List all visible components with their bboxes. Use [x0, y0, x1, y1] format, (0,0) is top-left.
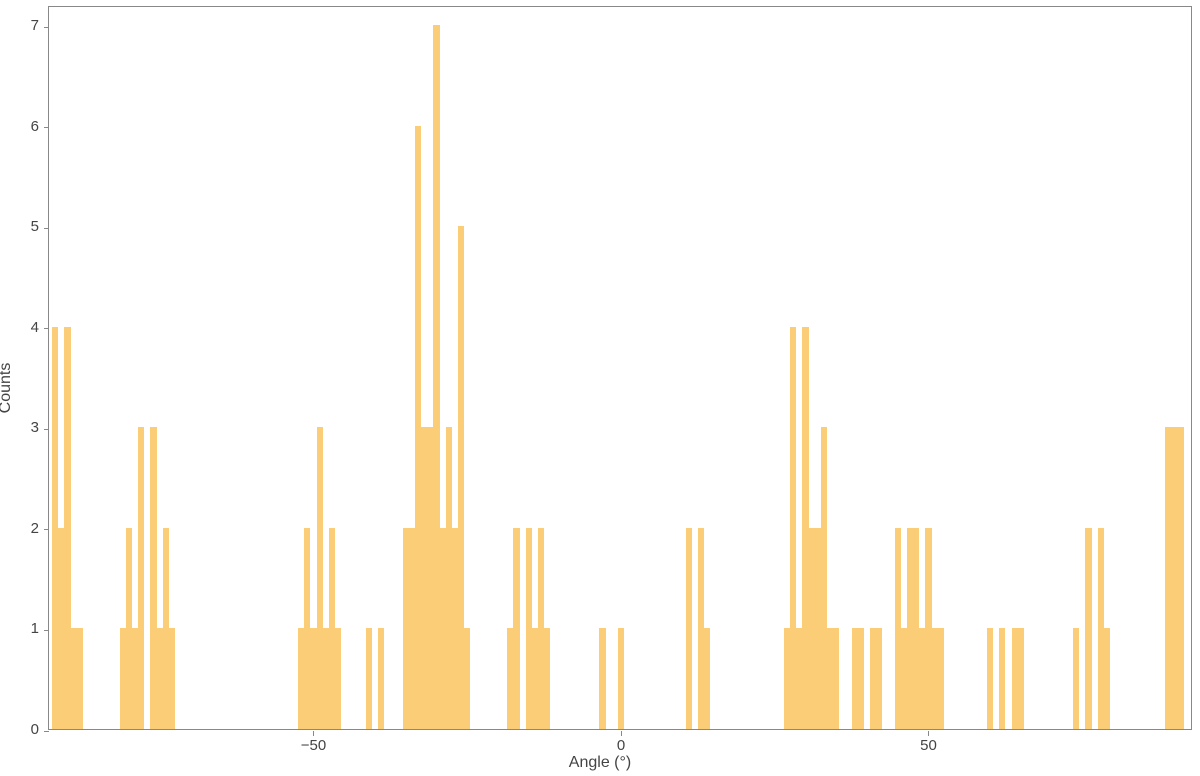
histogram-bar	[686, 528, 692, 729]
histogram-chart: Counts Angle (°) 01234567−50050	[0, 0, 1200, 776]
histogram-bar	[833, 628, 839, 729]
x-tick-label: 50	[920, 737, 937, 754]
histogram-bar	[876, 628, 882, 729]
y-axis-label: Counts	[0, 363, 15, 414]
histogram-bar	[464, 628, 470, 729]
x-tick-label: 0	[617, 737, 625, 754]
y-tick-label: 2	[31, 520, 39, 537]
histogram-bar	[378, 628, 384, 729]
histogram-bar	[77, 628, 83, 729]
y-tick-label: 1	[31, 620, 39, 637]
y-tick-label: 5	[31, 218, 39, 235]
y-tick-label: 7	[31, 17, 39, 34]
histogram-bar	[599, 628, 605, 729]
histogram-bar	[1073, 628, 1079, 729]
x-tick-label: −50	[301, 737, 326, 754]
y-tick-label: 0	[31, 721, 39, 738]
y-tick-label: 3	[31, 419, 39, 436]
y-tick	[44, 429, 49, 430]
histogram-bar	[366, 628, 372, 729]
histogram-bar	[169, 628, 175, 729]
histogram-bar	[618, 628, 624, 729]
y-tick-label: 6	[31, 118, 39, 135]
x-axis-label: Angle (°)	[569, 754, 631, 772]
histogram-bar	[1178, 427, 1184, 729]
histogram-bar	[335, 628, 341, 729]
plot-frame: 01234567−50050	[48, 6, 1192, 730]
x-tick	[928, 731, 929, 736]
histogram-bar	[1085, 528, 1091, 729]
y-tick	[44, 228, 49, 229]
y-tick	[44, 127, 49, 128]
y-tick	[44, 731, 49, 732]
histogram-bar	[938, 628, 944, 729]
y-tick	[44, 27, 49, 28]
histogram-bar	[513, 528, 519, 729]
y-tick	[44, 630, 49, 631]
x-tick	[313, 731, 314, 736]
histogram-bar	[138, 427, 144, 729]
histogram-bar	[987, 628, 993, 729]
histogram-bar	[999, 628, 1005, 729]
histogram-bar	[858, 628, 864, 729]
y-tick-label: 4	[31, 319, 39, 336]
y-tick	[44, 328, 49, 329]
y-tick	[44, 529, 49, 530]
x-tick	[621, 731, 622, 736]
histogram-bar	[544, 628, 550, 729]
histogram-bar	[704, 628, 710, 729]
histogram-bar	[1018, 628, 1024, 729]
histogram-bar	[1104, 628, 1110, 729]
